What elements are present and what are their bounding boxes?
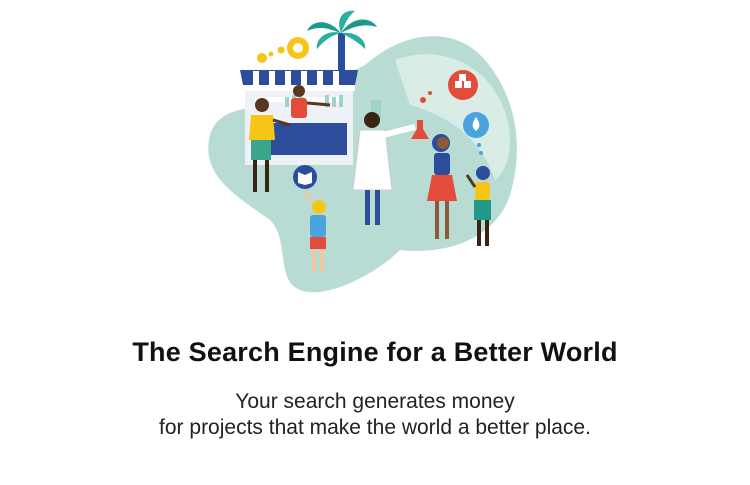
water-drop-icon: [463, 112, 489, 155]
child-figure: [303, 190, 326, 271]
page-subtitle: Your search generates money for projects…: [0, 389, 750, 441]
background-blob-back: [395, 54, 511, 180]
sun-icon: [257, 37, 309, 63]
boxes-icon: [448, 70, 478, 100]
hero-illustration: [195, 5, 545, 305]
vendor-figure: [291, 85, 331, 118]
palm-tree-icon: [307, 10, 377, 73]
page-title: The Search Engine for a Better World: [132, 337, 618, 367]
subtitle-line-1: Your search generates money: [235, 390, 515, 413]
flask-icon: [411, 91, 432, 139]
subtitle-line-2: for projects that make the world a bette…: [159, 416, 591, 439]
girl-figure: [465, 166, 491, 246]
scientist-figure: [352, 100, 416, 225]
woman-figure: [427, 134, 457, 239]
customer-figure: [249, 98, 291, 192]
book-icon: [293, 165, 317, 189]
